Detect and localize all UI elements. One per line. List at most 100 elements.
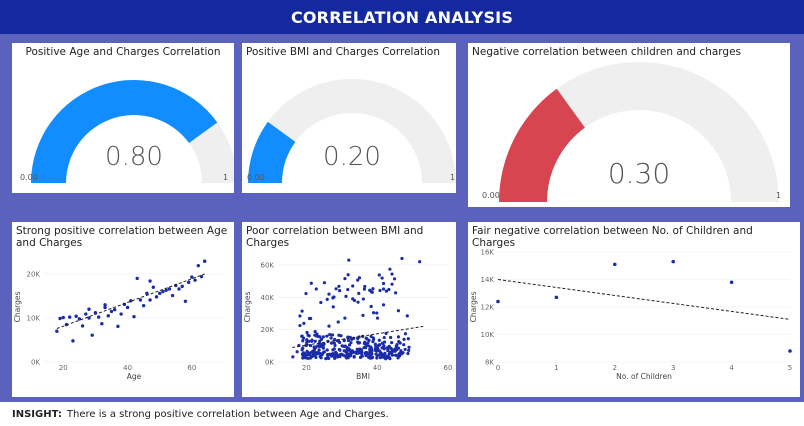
data-point[interactable]	[358, 355, 363, 359]
data-point[interactable]	[356, 336, 360, 341]
data-point[interactable]	[138, 298, 143, 302]
data-point[interactable]	[372, 311, 376, 315]
data-point[interactable]	[360, 350, 364, 355]
data-point[interactable]	[193, 278, 197, 282]
data-point[interactable]	[362, 287, 367, 291]
data-point[interactable]	[387, 287, 391, 292]
data-point[interactable]	[80, 324, 85, 328]
data-point[interactable]	[300, 334, 304, 338]
data-point[interactable]	[396, 356, 400, 360]
data-point[interactable]	[345, 346, 349, 350]
data-point[interactable]	[390, 353, 394, 357]
data-point[interactable]	[319, 337, 324, 341]
data-point[interactable]	[190, 275, 194, 279]
data-point[interactable]	[381, 281, 386, 286]
data-point[interactable]	[106, 314, 110, 318]
data-point[interactable]	[318, 335, 322, 339]
data-point[interactable]	[407, 348, 411, 352]
data-point[interactable]	[345, 353, 350, 357]
data-point[interactable]	[305, 330, 309, 335]
data-point[interactable]	[387, 345, 392, 349]
data-point[interactable]	[343, 277, 347, 281]
data-point[interactable]	[315, 344, 319, 348]
data-point[interactable]	[338, 353, 342, 357]
gauge-card-bmi[interactable]: Positive BMI and Charges Correlation 0.2…	[242, 43, 456, 193]
data-point[interactable]	[77, 317, 82, 321]
data-point[interactable]	[381, 303, 386, 307]
data-point[interactable]	[359, 348, 364, 352]
data-point[interactable]	[321, 335, 325, 339]
data-point[interactable]	[388, 356, 392, 361]
data-point[interactable]	[331, 305, 335, 309]
data-point[interactable]	[330, 352, 334, 356]
data-point[interactable]	[371, 287, 375, 291]
data-point[interactable]	[325, 334, 329, 338]
data-point[interactable]	[71, 339, 75, 343]
data-point[interactable]	[402, 343, 406, 347]
data-point[interactable]	[418, 260, 422, 264]
scatter-card-age[interactable]: Strong positive correlation between Age …	[12, 222, 234, 397]
data-point[interactable]	[109, 309, 114, 314]
data-point[interactable]	[298, 323, 302, 328]
data-point[interactable]	[346, 287, 350, 292]
data-point[interactable]	[372, 337, 376, 341]
data-point[interactable]	[321, 351, 325, 355]
data-point[interactable]	[344, 350, 348, 354]
data-point[interactable]	[363, 346, 368, 350]
data-point[interactable]	[398, 341, 402, 345]
data-point[interactable]	[338, 289, 342, 293]
data-point[interactable]	[395, 343, 399, 347]
data-point[interactable]	[307, 334, 311, 338]
data-point[interactable]	[318, 351, 322, 355]
data-point[interactable]	[380, 346, 384, 350]
data-point[interactable]	[336, 320, 340, 324]
data-point[interactable]	[308, 356, 312, 360]
data-point[interactable]	[100, 322, 104, 326]
data-point[interactable]	[58, 316, 62, 321]
data-point[interactable]	[327, 324, 331, 328]
data-point[interactable]	[366, 341, 370, 345]
data-point[interactable]	[381, 355, 386, 359]
data-point[interactable]	[390, 272, 394, 276]
data-point[interactable]	[383, 340, 387, 344]
data-point[interactable]	[384, 289, 388, 293]
data-point[interactable]	[396, 309, 401, 313]
data-point[interactable]	[300, 348, 304, 352]
data-point[interactable]	[161, 289, 165, 294]
data-point[interactable]	[132, 314, 136, 319]
data-point[interactable]	[496, 299, 500, 304]
data-point[interactable]	[68, 315, 72, 319]
data-point[interactable]	[388, 267, 392, 271]
data-point[interactable]	[334, 287, 338, 291]
data-point[interactable]	[321, 346, 325, 350]
data-point[interactable]	[347, 343, 352, 347]
data-point[interactable]	[319, 300, 323, 305]
data-point[interactable]	[314, 355, 318, 359]
data-point[interactable]	[788, 349, 792, 353]
data-point[interactable]	[135, 276, 139, 281]
data-point[interactable]	[301, 339, 305, 343]
data-point[interactable]	[325, 348, 329, 352]
data-point[interactable]	[145, 291, 149, 296]
data-point[interactable]	[342, 339, 346, 343]
data-point[interactable]	[397, 352, 401, 357]
data-point[interactable]	[338, 348, 342, 352]
data-point[interactable]	[381, 287, 386, 291]
data-point[interactable]	[369, 304, 373, 309]
data-point[interactable]	[352, 355, 356, 359]
data-point[interactable]	[318, 344, 323, 348]
data-point[interactable]	[375, 349, 379, 353]
data-point[interactable]	[304, 291, 308, 296]
data-point[interactable]	[300, 309, 304, 313]
data-point[interactable]	[158, 291, 162, 296]
data-point[interactable]	[383, 351, 387, 355]
data-point[interactable]	[303, 352, 307, 356]
gauge-card-age[interactable]: Positive Age and Charges Correlation 0.8…	[12, 43, 234, 193]
data-point[interactable]	[347, 347, 352, 352]
data-point[interactable]	[308, 316, 313, 321]
data-point[interactable]	[363, 284, 367, 289]
data-point[interactable]	[301, 356, 305, 360]
data-point[interactable]	[329, 336, 333, 340]
data-point[interactable]	[291, 355, 295, 359]
data-point[interactable]	[313, 330, 317, 334]
